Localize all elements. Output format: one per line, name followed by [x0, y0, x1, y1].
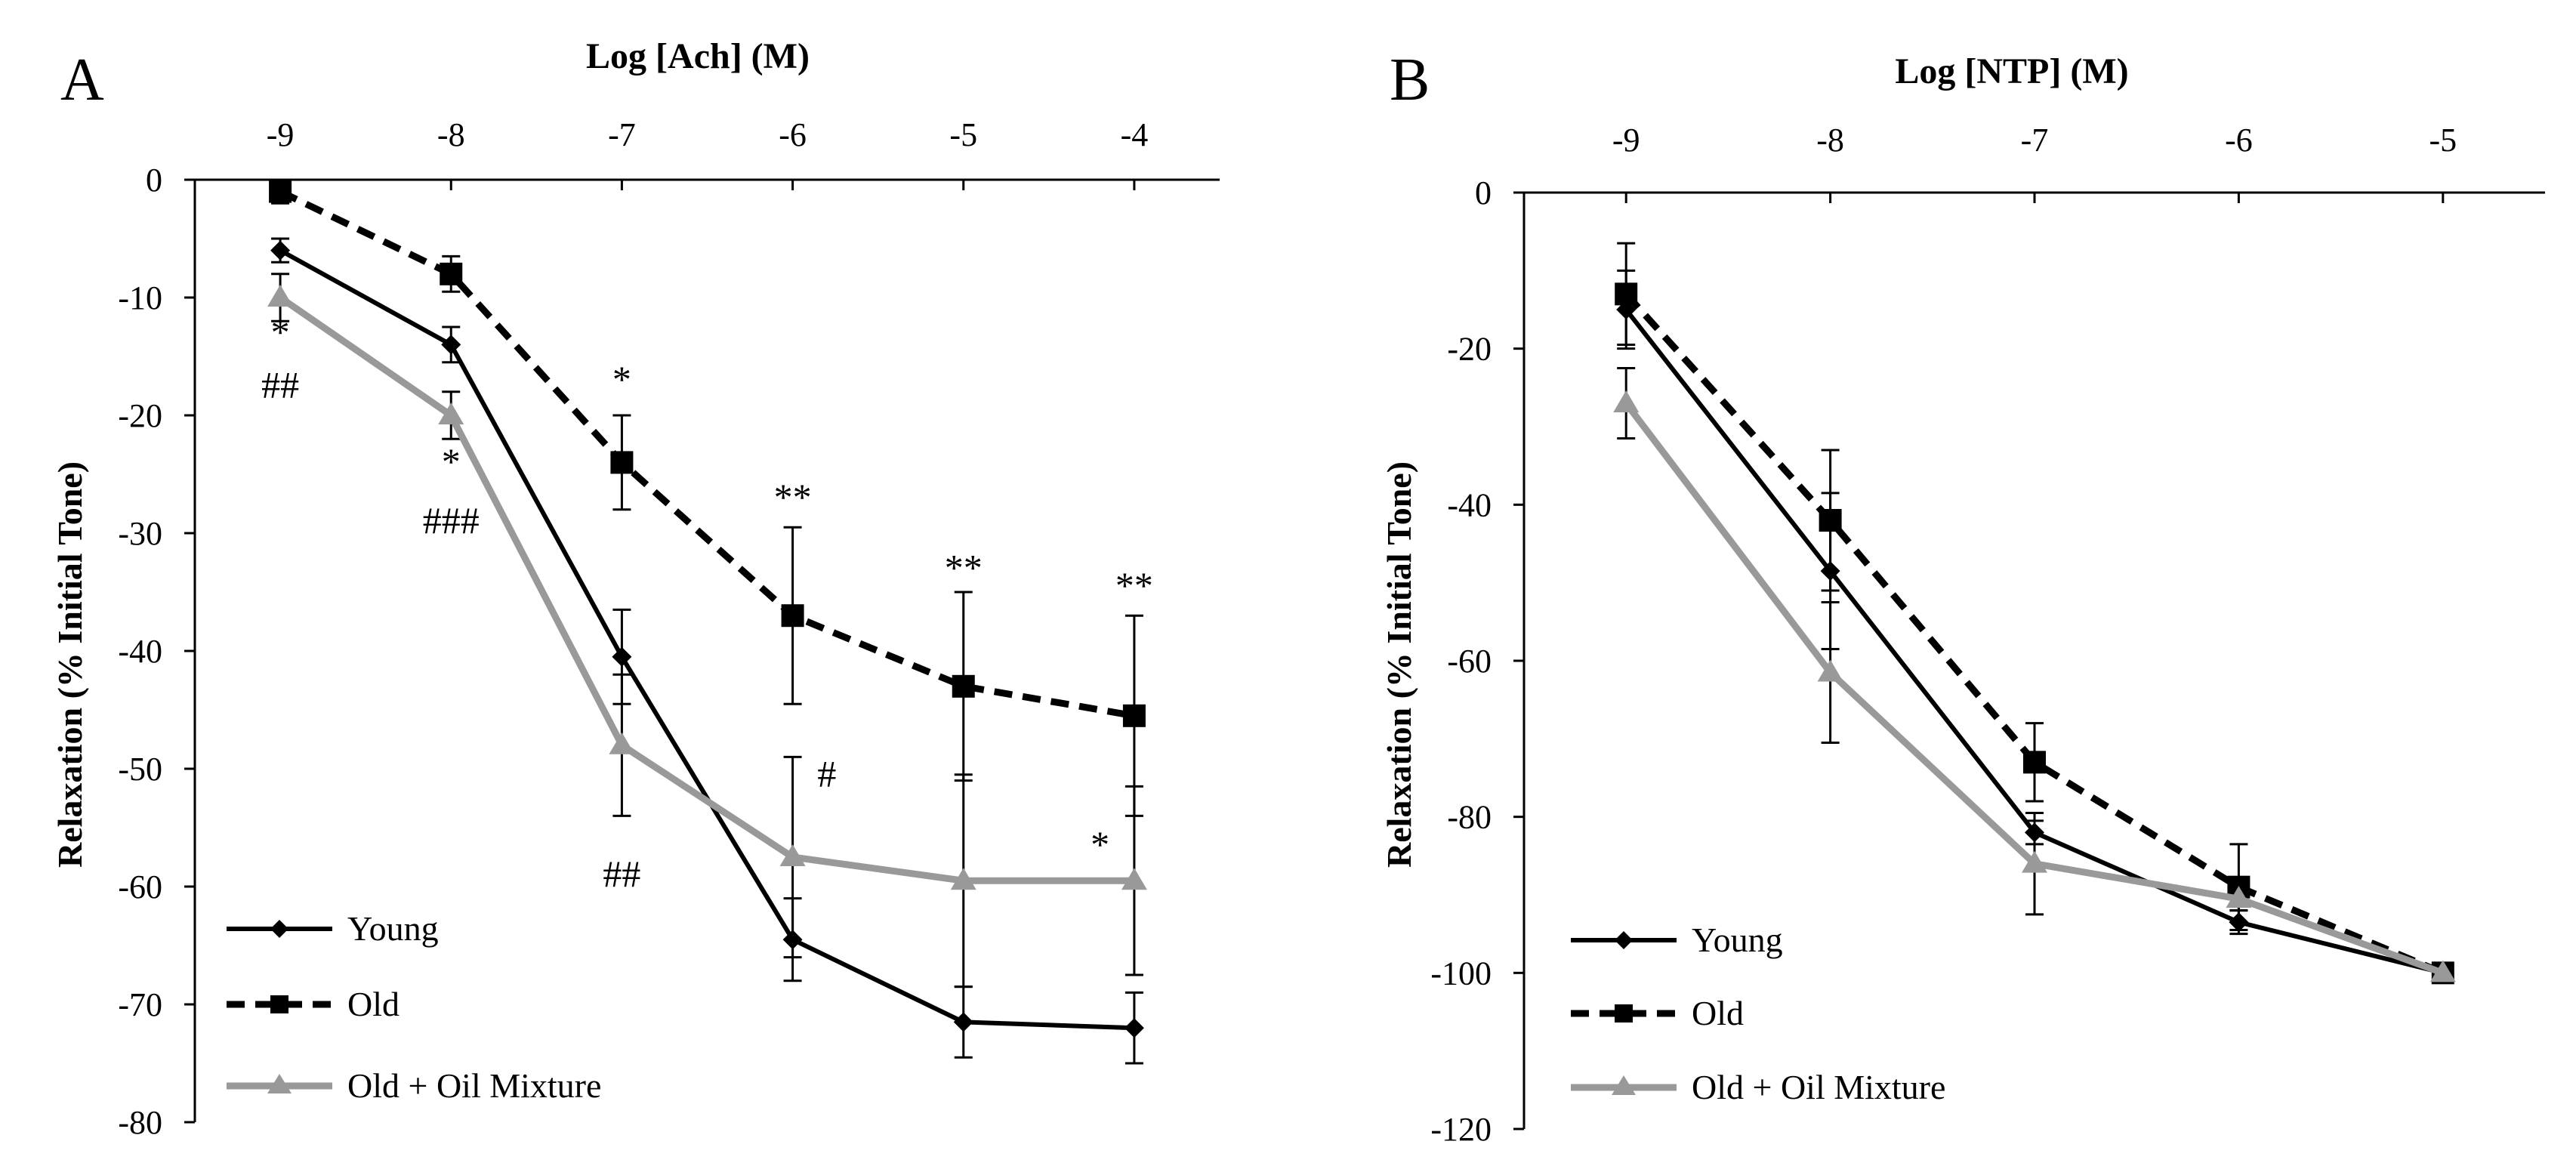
legend-item-young: Young [227, 909, 439, 948]
x-tick-label: -6 [2225, 122, 2253, 159]
data-point [1615, 282, 1638, 306]
series-line [1623, 291, 2445, 976]
x-tick-label: -6 [779, 116, 807, 153]
y-tick-label: -100 [1430, 955, 1492, 992]
significance-annotation: * [1091, 823, 1109, 865]
data-point [2022, 850, 2047, 873]
significance-annotation: * [271, 310, 290, 353]
legend-item-young: Young [1571, 921, 1783, 959]
y-tick-label: -80 [1447, 799, 1492, 836]
y-tick-label: -40 [1447, 486, 1492, 523]
y-tick-label: -60 [118, 868, 162, 905]
y-tick-label: -70 [118, 986, 162, 1023]
data-point [1613, 390, 1640, 412]
y-tick-label: -80 [118, 1104, 162, 1141]
data-point [2226, 886, 2252, 908]
data-point [438, 403, 464, 424]
significance-annotation: ## [261, 364, 299, 406]
x-tick-label: -5 [949, 116, 977, 153]
x-tick-label: -7 [608, 116, 636, 153]
significance-annotation: ** [774, 476, 812, 518]
data-point [612, 646, 632, 667]
panel-a-x-axis-title: Log [Ach] (M) [586, 36, 810, 76]
data-point [1124, 1018, 1144, 1038]
data-point [269, 180, 292, 203]
y-tick-label: -60 [1447, 643, 1492, 680]
significance-annotation: ## [603, 853, 640, 895]
y-tick-label: -30 [118, 515, 162, 552]
data-point [953, 1012, 973, 1032]
y-tick-label: -20 [1447, 331, 1492, 368]
legend-label-young: Young [347, 909, 439, 948]
panel-a-y-axis-title: Relaxation (% Initial Tone) [51, 461, 89, 868]
data-point [1819, 509, 1842, 532]
series-line [279, 188, 1135, 720]
data-point [2023, 751, 2046, 774]
legend-label-old: Old [1692, 994, 1744, 1032]
data-point [950, 868, 976, 890]
panel-b: B Log [NTP] (M) Relaxation (% Initial To… [1380, 47, 2545, 1148]
legend-label-old-oil: Old + Oil Mixture [1692, 1068, 1945, 1106]
legend-item-old: Old [1571, 994, 1744, 1032]
x-tick-label: -4 [1121, 116, 1149, 153]
data-point [440, 262, 463, 285]
x-tick-label: -9 [267, 116, 295, 153]
data-point [267, 285, 294, 307]
series-old-oil-mixture [267, 273, 1147, 989]
panel-b-legend: Young Old Old + Oil Mixture [1571, 921, 1945, 1106]
legend-label-old: Old [347, 985, 400, 1023]
data-point [609, 732, 635, 754]
panel-a-legend: Young Old Old + Oil Mixture [227, 909, 601, 1105]
y-tick-label: 0 [1475, 174, 1492, 211]
data-point [1121, 868, 1147, 890]
data-point [270, 240, 291, 261]
significance-annotation: # [817, 752, 836, 794]
data-point [781, 604, 804, 628]
x-tick-label: -9 [1612, 122, 1640, 159]
legend-item-old: Old [227, 985, 400, 1023]
x-tick-label: -5 [2429, 122, 2457, 159]
x-tick-label: -8 [1816, 122, 1844, 159]
panel-b-letter: B [1390, 47, 1430, 113]
panel-a-plot-area: -9 -8 -7 -6 -5 -40-10-20-30-40-50-60-70-80*##… [118, 116, 1220, 1141]
y-tick-label: -10 [118, 279, 162, 316]
panel-b-plot-area: -9 -8 -7 -6 -5 0 -20 -40 -60 -80 -100 -120 [1430, 122, 2545, 1148]
data-point [441, 335, 461, 355]
significance-annotation: * [442, 440, 461, 483]
series-old [1615, 242, 2454, 985]
legend-label-old-oil: Old + Oil Mixture [347, 1066, 601, 1105]
x-tick-label: -7 [2021, 122, 2049, 159]
y-tick-label: -120 [1430, 1111, 1492, 1148]
significance-annotation: * [612, 358, 631, 400]
panel-b-x-axis-title: Log [NTP] (M) [1895, 51, 2128, 91]
data-point [1122, 704, 1146, 727]
data-point [2429, 960, 2456, 982]
legend-label-young: Young [1692, 921, 1783, 959]
significance-annotation: ### [423, 499, 480, 541]
significance-annotation: ** [1115, 564, 1153, 606]
panel-a-letter: A [60, 47, 104, 113]
x-tick-label: -8 [437, 116, 465, 153]
panel-a: A Log [Ach] (M) Relaxation (% Initial To… [51, 36, 1220, 1141]
data-point [779, 844, 806, 866]
legend-item-old-oil: Old + Oil Mixture [1571, 1068, 1945, 1106]
data-point [1817, 659, 1843, 682]
series-old [269, 178, 1146, 817]
y-tick-label: 0 [146, 162, 162, 199]
data-point [610, 451, 634, 474]
y-tick-label: -20 [118, 397, 162, 434]
significance-annotation: ** [945, 546, 983, 588]
legend-item-old-oil: Old + Oil Mixture [227, 1066, 601, 1105]
panel-b-y-axis-title: Relaxation (% Initial Tone) [1380, 461, 1418, 868]
series-line [278, 295, 1134, 884]
y-tick-label: -50 [118, 751, 162, 788]
y-tick-label: -40 [118, 633, 162, 670]
data-point [952, 674, 975, 698]
series-old-oil-mixture [1613, 367, 2456, 982]
